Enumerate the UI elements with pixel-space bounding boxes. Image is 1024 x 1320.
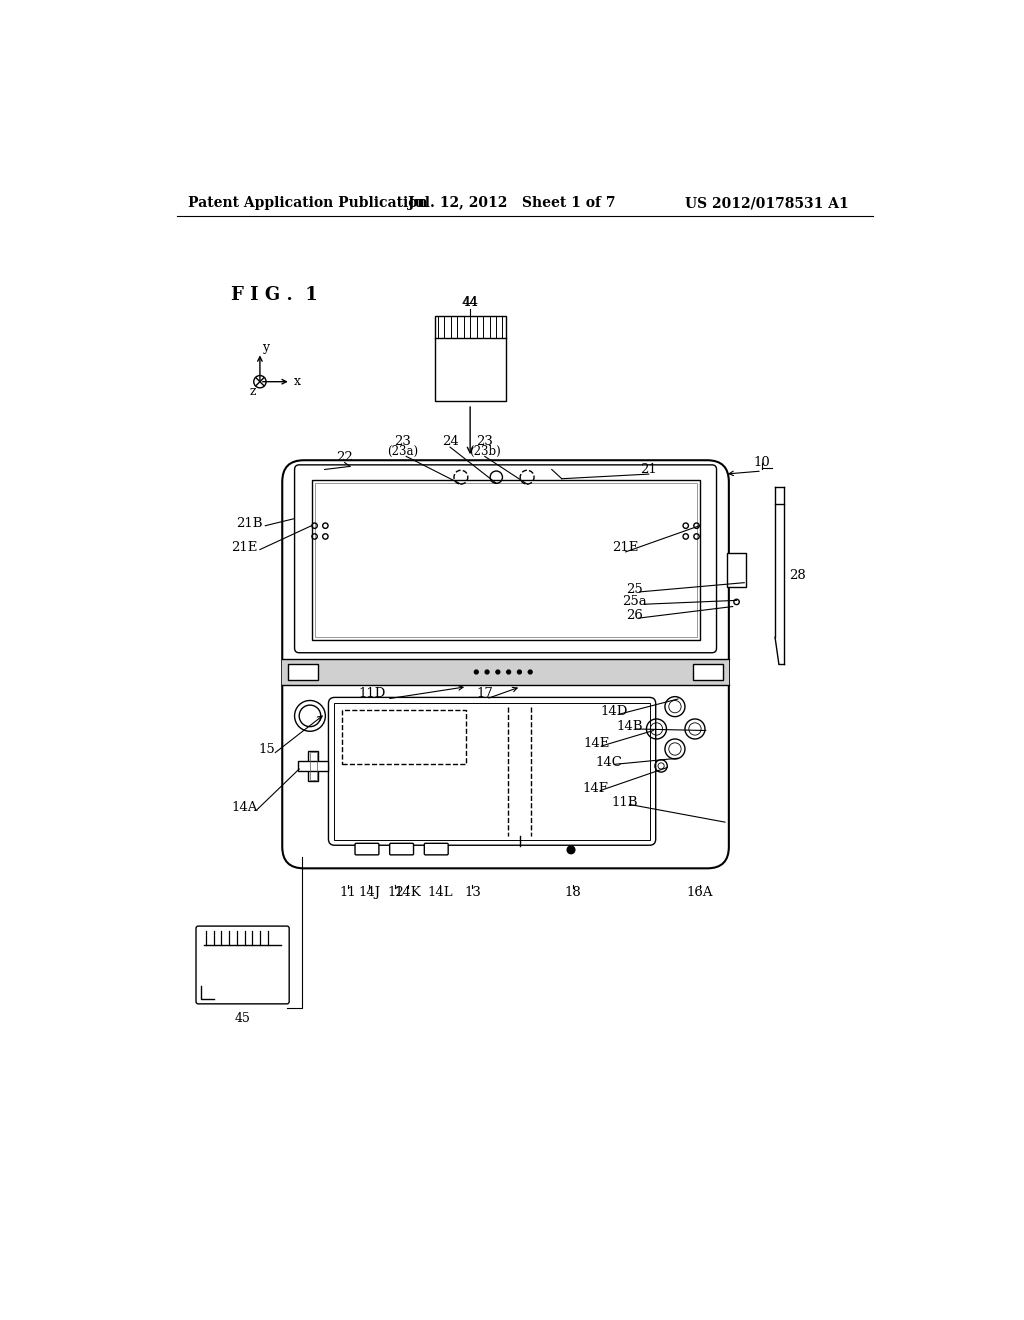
Bar bbox=[435, 317, 506, 401]
Text: Patent Application Publication: Patent Application Publication bbox=[188, 197, 428, 210]
FancyBboxPatch shape bbox=[283, 461, 729, 869]
Circle shape bbox=[507, 671, 511, 675]
Bar bbox=[298, 760, 329, 771]
Text: 14J: 14J bbox=[358, 887, 380, 899]
FancyBboxPatch shape bbox=[196, 927, 289, 1003]
Text: 21: 21 bbox=[640, 463, 657, 477]
Bar bbox=[310, 752, 316, 780]
Text: 24: 24 bbox=[441, 436, 459, 449]
Text: 45: 45 bbox=[234, 1012, 250, 1026]
FancyBboxPatch shape bbox=[329, 697, 655, 845]
Text: 11: 11 bbox=[339, 887, 356, 899]
Text: y: y bbox=[262, 342, 269, 354]
Bar bbox=[693, 664, 723, 680]
Text: 23: 23 bbox=[394, 436, 411, 449]
Text: 14B: 14B bbox=[616, 721, 643, 733]
Text: 14A: 14A bbox=[231, 801, 258, 814]
Text: (23a): (23a) bbox=[387, 445, 418, 458]
Text: F I G .  1: F I G . 1 bbox=[230, 286, 317, 305]
Text: 21E: 21E bbox=[231, 541, 258, 554]
FancyBboxPatch shape bbox=[390, 843, 414, 855]
Bar bbox=[289, 664, 317, 680]
Text: 18: 18 bbox=[564, 887, 581, 899]
Bar bbox=[283, 659, 729, 685]
Text: 25: 25 bbox=[627, 583, 643, 597]
Circle shape bbox=[485, 671, 489, 675]
Text: 22: 22 bbox=[336, 450, 353, 463]
Bar bbox=[308, 751, 318, 781]
Circle shape bbox=[496, 671, 500, 675]
Text: 25a: 25a bbox=[623, 595, 647, 609]
Circle shape bbox=[528, 671, 532, 675]
Bar bbox=[334, 702, 650, 840]
Text: x: x bbox=[294, 375, 301, 388]
Text: 44: 44 bbox=[462, 296, 478, 309]
Text: 11B: 11B bbox=[611, 796, 638, 809]
Text: 14K: 14K bbox=[394, 887, 421, 899]
Text: 21E: 21E bbox=[612, 541, 639, 554]
FancyBboxPatch shape bbox=[355, 843, 379, 855]
Text: 28: 28 bbox=[790, 569, 806, 582]
Text: 14C: 14C bbox=[595, 755, 623, 768]
Text: 26: 26 bbox=[627, 610, 643, 622]
FancyBboxPatch shape bbox=[295, 465, 717, 653]
Text: 14E: 14E bbox=[584, 737, 609, 750]
Text: Jul. 12, 2012   Sheet 1 of 7: Jul. 12, 2012 Sheet 1 of 7 bbox=[408, 197, 615, 210]
Text: 23: 23 bbox=[476, 436, 494, 449]
Text: 13: 13 bbox=[464, 887, 481, 899]
Bar bbox=[727, 553, 745, 586]
Bar bbox=[342, 710, 466, 764]
Text: 21B: 21B bbox=[236, 517, 262, 529]
Text: z: z bbox=[249, 385, 256, 399]
Circle shape bbox=[474, 671, 478, 675]
Bar bbox=[311, 480, 699, 640]
Text: 16A: 16A bbox=[686, 887, 713, 899]
Text: 14F: 14F bbox=[583, 781, 608, 795]
Text: 10: 10 bbox=[754, 455, 770, 469]
Text: (23b): (23b) bbox=[469, 445, 501, 458]
FancyBboxPatch shape bbox=[424, 843, 449, 855]
Text: 14D: 14D bbox=[600, 705, 628, 718]
Text: 12: 12 bbox=[387, 887, 403, 899]
Circle shape bbox=[567, 846, 574, 854]
Text: 44: 44 bbox=[462, 296, 478, 309]
Text: 14L: 14L bbox=[427, 887, 453, 899]
Circle shape bbox=[517, 671, 521, 675]
Text: 11D: 11D bbox=[358, 686, 386, 700]
Bar bbox=[314, 483, 696, 638]
Text: 15: 15 bbox=[258, 743, 275, 756]
Text: 17: 17 bbox=[476, 686, 494, 700]
Text: US 2012/0178531 A1: US 2012/0178531 A1 bbox=[685, 197, 849, 210]
